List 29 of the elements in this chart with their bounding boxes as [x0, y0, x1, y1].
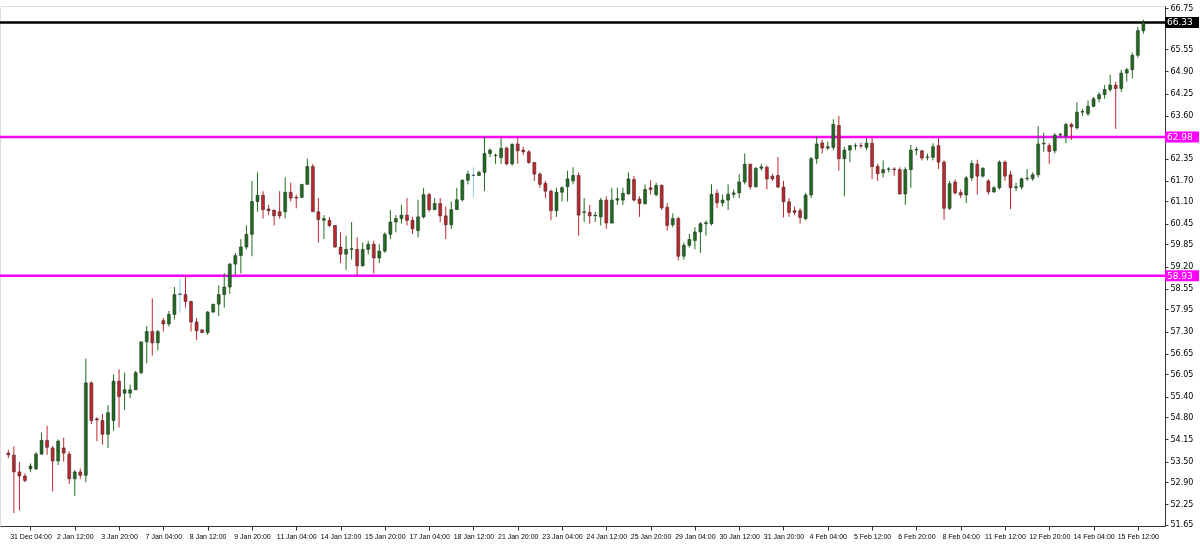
- y-tick-label: 63.60: [1170, 111, 1194, 121]
- y-tick-label: 61.10: [1170, 196, 1194, 206]
- y-tick-label: 51.65: [1170, 520, 1194, 530]
- y-tick-label: 57.95: [1170, 304, 1194, 314]
- y-tick-label: 52.90: [1170, 477, 1194, 487]
- y-tick-label: 60.45: [1170, 219, 1194, 229]
- y-tick-label: 55.40: [1170, 392, 1194, 402]
- y-tick-label: 59.20: [1170, 262, 1194, 272]
- candlestick: [156, 329, 160, 351]
- y-tick-label: 57.30: [1170, 327, 1194, 337]
- y-tick-label: 53.50: [1170, 457, 1194, 467]
- y-tick-label: 59.85: [1170, 239, 1194, 249]
- y-tick-label: 64.90: [1170, 66, 1194, 76]
- y-tick-label: 56.65: [1170, 349, 1194, 359]
- y-tick-label: 66.75: [1170, 3, 1194, 13]
- y-tick-label: 54.15: [1170, 434, 1194, 444]
- ref-line-label: 62.98: [1167, 132, 1194, 143]
- ref-line-label: 66.33: [1167, 17, 1193, 28]
- candlestick: [1047, 142, 1052, 165]
- y-tick-label: 65.55: [1170, 44, 1194, 54]
- candlestick: [1041, 132, 1046, 153]
- y-tick-label: 61.70: [1170, 176, 1194, 186]
- ref-line-label: 58.93: [1167, 270, 1193, 281]
- y-tick-label: 58.55: [1170, 284, 1194, 294]
- y-tick-label: 52.25: [1170, 499, 1194, 509]
- y-tick-label: 56.05: [1170, 369, 1194, 379]
- y-tick-label: 54.80: [1170, 412, 1194, 422]
- y-tick-label: 64.25: [1170, 89, 1194, 99]
- y-tick-label: 62.35: [1170, 154, 1194, 164]
